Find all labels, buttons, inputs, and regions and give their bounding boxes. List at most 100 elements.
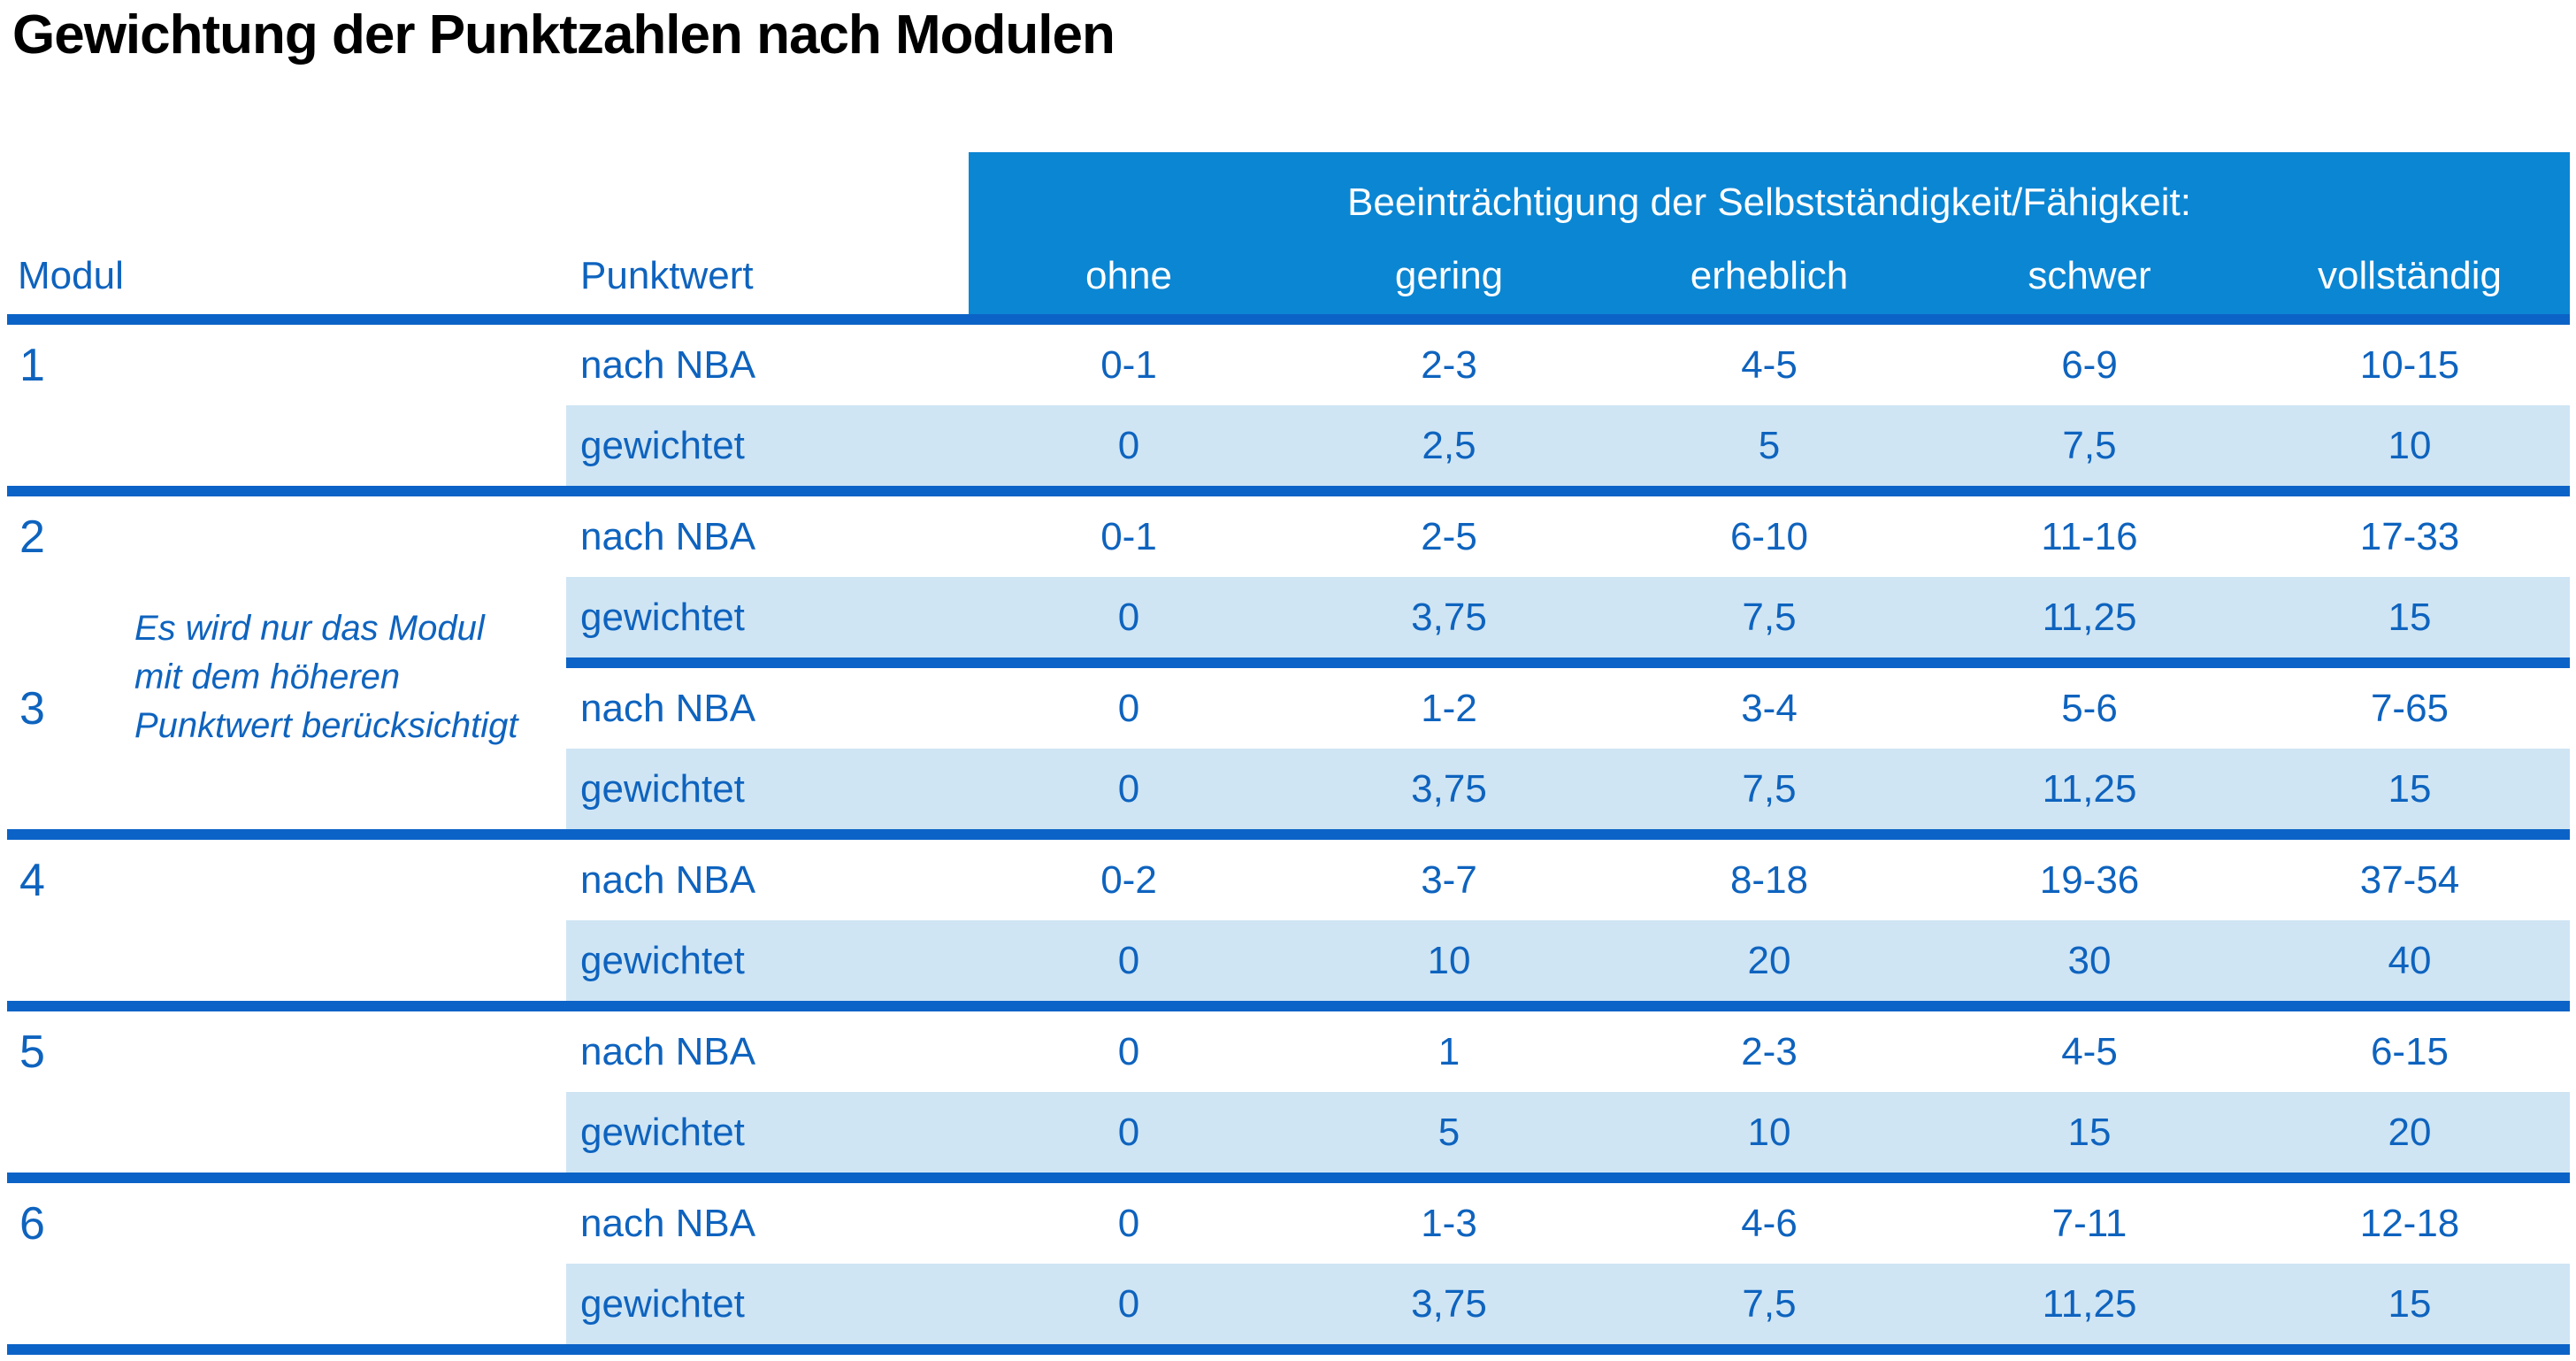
column-header-vollstaendig: vollständig (2250, 241, 2570, 314)
column-header-erheblich: erheblich (1609, 241, 1929, 314)
value-nba-cell: 10-15 (2359, 342, 2460, 387)
value-nba-cell: 0 (1117, 1029, 1140, 1073)
row-label-gewichtet: gewichtet (566, 1092, 969, 1173)
row-label-nach-nba: nach NBA (580, 342, 756, 387)
value-nba-cell: 3-7 (1421, 857, 1477, 902)
value-weighted-cell: 10 (2250, 405, 2570, 486)
value-nba-cell: 8-18 (1729, 857, 1809, 902)
value-weighted-cell: 0 (969, 405, 1289, 486)
value-weighted-cell: 7,5 (1609, 1264, 1929, 1344)
value-weighted-cell: 3,75 (1289, 577, 1609, 657)
column-header-ohne: ohne (969, 241, 1289, 314)
value-nba-cell: 0-2 (1100, 857, 1157, 902)
module-group-1: 1 nach NBA 0-1 2-3 4-5 6-9 10-15 gewichtet 0 2,5 5… (0, 325, 2570, 486)
column-header-schwer: schwer (1929, 241, 2250, 314)
module-number: 2 (19, 511, 45, 563)
module-number: 4 (19, 854, 45, 906)
value-nba-cell: 37-54 (2359, 857, 2460, 902)
module-number: 3 (19, 682, 45, 734)
module-group-3: 3 nach NBA 0 1-2 3-4 5-6 7-65 gewichtet 0 3,75 7,5… (0, 668, 2570, 829)
value-weighted-cell: 0 (969, 1092, 1289, 1173)
table-bottom-border (7, 1344, 2570, 1355)
module-group-4: 4 nach NBA 0-2 3-7 8-18 19-36 37-54 gewichtet 0 1… (0, 840, 2570, 1001)
module-group-2: 2 nach NBA 0-1 2-5 6-10 11-16 17-33 gewichtet 0 3… (0, 496, 2570, 657)
row-label-gewichtet: gewichtet (566, 749, 969, 829)
value-weighted-cell: 0 (969, 920, 1289, 1001)
value-weighted-cell: 2,5 (1289, 405, 1609, 486)
row-label-gewichtet: gewichtet (566, 920, 969, 1001)
value-weighted-cell: 3,75 (1289, 1264, 1609, 1344)
value-nba-cell: 6-15 (2370, 1029, 2450, 1073)
value-weighted-cell: 10 (1609, 1092, 1929, 1173)
module-number: 1 (19, 339, 45, 391)
value-nba-cell: 12-18 (2359, 1201, 2460, 1245)
row-label-nach-nba: nach NBA (580, 514, 756, 558)
value-nba-cell: 1-2 (1421, 686, 1477, 730)
row-label-gewichtet: gewichtet (566, 577, 969, 657)
value-nba-cell: 2-3 (1421, 342, 1477, 387)
column-header-punktwert: Punktwert (580, 254, 754, 297)
value-weighted-cell: 40 (2250, 920, 2570, 1001)
value-weighted-cell: 0 (969, 1264, 1289, 1344)
value-weighted-cell: 5 (1289, 1092, 1609, 1173)
value-weighted-cell: 15 (2250, 749, 2570, 829)
value-weighted-cell: 7,5 (1609, 749, 1929, 829)
module-divider (7, 486, 2570, 496)
value-nba-cell: 0-1 (1100, 514, 1157, 558)
module-divider (7, 1001, 2570, 1011)
value-nba-cell: 3-4 (1741, 686, 1798, 730)
value-nba-cell: 4-5 (2061, 1029, 2118, 1073)
value-weighted-cell: 7,5 (1929, 405, 2250, 486)
value-weighted-cell: 7,5 (1609, 577, 1929, 657)
value-weighted-cell: 20 (2250, 1092, 2570, 1173)
value-nba-cell: 7-11 (2051, 1201, 2128, 1245)
header-underline (7, 314, 2570, 325)
note-line: Es wird nur das Modul (134, 609, 485, 648)
module-number: 6 (19, 1197, 45, 1250)
column-header-gering: gering (1289, 241, 1609, 314)
row-label-gewichtet: gewichtet (566, 1264, 969, 1344)
value-weighted-cell: 5 (1609, 405, 1929, 486)
value-nba-cell: 1 (1438, 1029, 1460, 1073)
module-divider (7, 1173, 2570, 1183)
group-header-impairment: Beeinträchtigung der Selbstständigkeit/F… (969, 152, 2570, 241)
module-number: 5 (19, 1026, 45, 1078)
value-weighted-cell: 10 (1289, 920, 1609, 1001)
value-weighted-cell: 20 (1609, 920, 1929, 1001)
value-nba-cell: 0-1 (1100, 342, 1157, 387)
module-divider (566, 657, 2570, 668)
value-weighted-cell: 15 (2250, 577, 2570, 657)
module-2-3-note: Es wird nur das Modul mit dem höheren Pu… (134, 604, 594, 751)
row-label-nach-nba: nach NBA (580, 1029, 756, 1073)
value-weighted-cell: 11,25 (1929, 1264, 2250, 1344)
value-weighted-cell: 3,75 (1289, 749, 1609, 829)
value-weighted-cell: 15 (2250, 1264, 2570, 1344)
value-nba-cell: 4-6 (1741, 1201, 1798, 1245)
module-group-5: 5 nach NBA 0 1 2-3 4-5 6-15 gewichtet 0 5 10 15 20 (0, 1011, 2570, 1173)
table-header: Modul Punktwert Beeinträchtigung der Sel… (0, 152, 2570, 314)
value-weighted-cell: 30 (1929, 920, 2250, 1001)
value-nba-cell: 7-65 (2370, 686, 2450, 730)
value-nba-cell: 6-10 (1729, 514, 1809, 558)
row-label-gewichtet: gewichtet (566, 405, 969, 486)
value-weighted-cell: 0 (969, 577, 1289, 657)
row-label-nach-nba: nach NBA (580, 1201, 756, 1245)
page-title: Gewichtung der Punktzahlen nach Modulen (12, 4, 1116, 65)
row-label-nach-nba: nach NBA (580, 857, 756, 902)
weighting-table: Modul Punktwert Beeinträchtigung der Sel… (0, 152, 2570, 1355)
value-nba-cell: 0 (1117, 686, 1140, 730)
value-nba-cell: 6-9 (2061, 342, 2118, 387)
note-line: Punktwert berücksichtigt (134, 706, 518, 746)
value-nba-cell: 1-3 (1421, 1201, 1477, 1245)
value-nba-cell: 2-5 (1421, 514, 1477, 558)
value-nba-cell: 2-3 (1741, 1029, 1798, 1073)
value-nba-cell: 11-16 (2041, 514, 2138, 558)
value-nba-cell: 5-6 (2061, 686, 2118, 730)
value-weighted-cell: 11,25 (1929, 577, 2250, 657)
module-groups: Es wird nur das Modul mit dem höheren Pu… (0, 325, 2570, 1355)
value-nba-cell: 4-5 (1741, 342, 1798, 387)
value-nba-cell: 0 (1117, 1201, 1140, 1245)
value-nba-cell: 19-36 (2039, 857, 2140, 902)
row-label-nach-nba: nach NBA (580, 686, 756, 730)
